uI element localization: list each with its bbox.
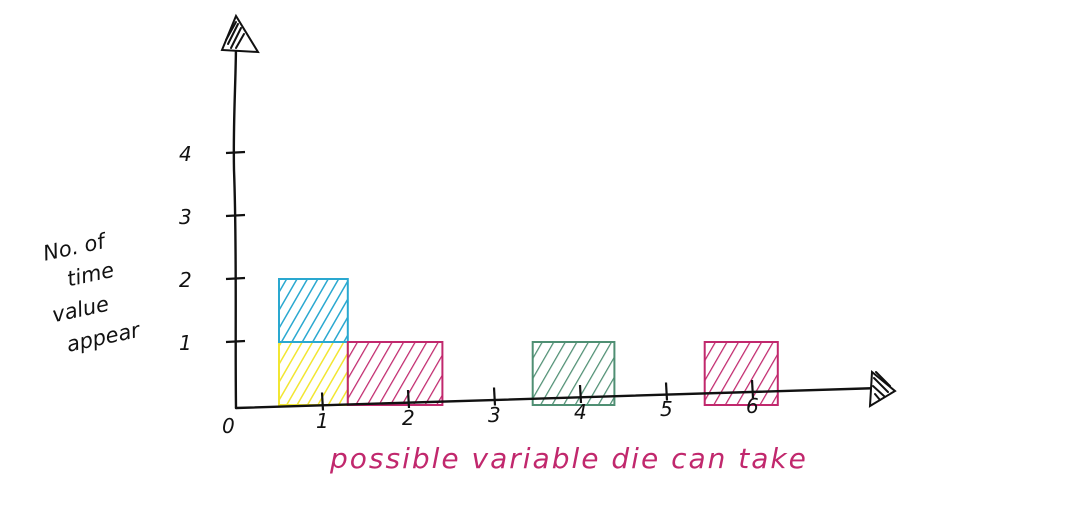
x-tick-label-5: 5 bbox=[660, 397, 673, 421]
bar-4-outline bbox=[531, 341, 616, 406]
x-tick-3 bbox=[492, 387, 497, 406]
y-tick-label-1: 1 bbox=[179, 331, 192, 355]
y-axis-label-line-4: appear bbox=[64, 318, 143, 357]
bar-5 bbox=[703, 341, 779, 406]
y-axis-line bbox=[232, 40, 238, 410]
y-tick-4 bbox=[225, 150, 246, 155]
x-tick-5 bbox=[664, 382, 669, 401]
x-tick-2 bbox=[406, 389, 411, 409]
x-tick-6 bbox=[750, 379, 755, 399]
x-tick-label-3: 3 bbox=[488, 403, 501, 427]
y-tick-2 bbox=[225, 276, 246, 281]
x-axis-line bbox=[234, 386, 882, 410]
y-tick-label-3: 3 bbox=[179, 205, 192, 229]
bar-3 bbox=[346, 341, 444, 406]
ticks-layer: 0 1 2 3 4 5 6 1 2 3 4 bbox=[179, 142, 759, 438]
x-tick-1 bbox=[320, 392, 325, 411]
y-tick-3 bbox=[225, 213, 246, 218]
bar-2-outline bbox=[278, 278, 349, 343]
bar-1 bbox=[278, 341, 349, 406]
bar-3-outline bbox=[346, 341, 444, 406]
axes bbox=[220, 13, 897, 410]
bar-5-fill bbox=[704, 342, 778, 405]
bar-4-fill bbox=[532, 342, 615, 405]
x-axis-label: possible variable die can take bbox=[329, 442, 808, 475]
bar-4 bbox=[531, 341, 616, 406]
bars-layer bbox=[278, 278, 779, 406]
bar-2 bbox=[278, 278, 349, 343]
bar-1-fill bbox=[279, 342, 348, 405]
y-tick-label-2: 2 bbox=[179, 268, 192, 292]
x-tick-label-4: 4 bbox=[574, 400, 587, 424]
bar-2-fill bbox=[279, 279, 348, 342]
x-tick-label-0: 0 bbox=[222, 414, 235, 438]
bar-3-fill bbox=[347, 342, 443, 405]
bar-5-outline bbox=[703, 341, 779, 406]
x-tick-label-1: 1 bbox=[316, 409, 329, 433]
y-axis-label: No. of time value appear bbox=[41, 228, 143, 357]
y-axis-label-line-3: value bbox=[50, 292, 111, 327]
y-tick-label-4: 4 bbox=[179, 142, 192, 166]
x-tick-label-6: 6 bbox=[746, 394, 759, 418]
y-axis-label-line-2: time bbox=[65, 258, 116, 291]
y-tick-1 bbox=[225, 339, 246, 344]
x-tick-4 bbox=[578, 384, 583, 404]
x-tick-label-2: 2 bbox=[402, 406, 415, 430]
y-axis-arrow-icon bbox=[220, 13, 260, 54]
